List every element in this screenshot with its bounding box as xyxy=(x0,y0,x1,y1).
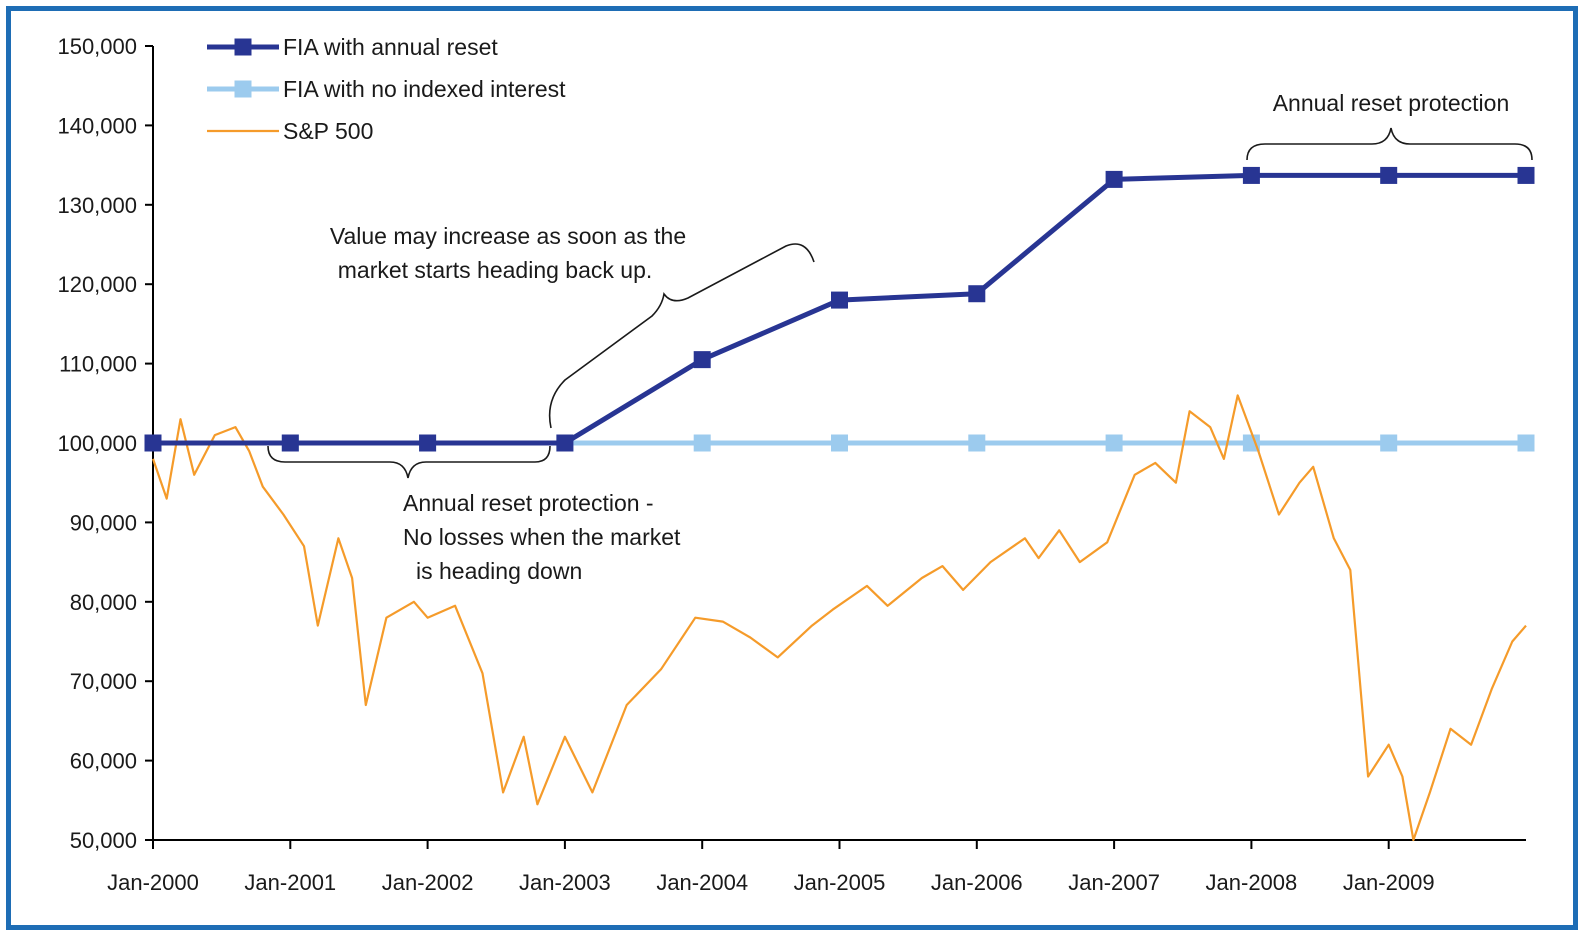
x-tick-label: Jan-2003 xyxy=(519,870,611,895)
legend-label-sp500: S&P 500 xyxy=(283,118,373,144)
fia-annual-reset-marker xyxy=(1105,170,1123,188)
fia-no-indexed-interest-marker xyxy=(831,434,848,452)
legend-label-fia-no-indexed-interest: FIA with no indexed interest xyxy=(283,76,566,102)
annotation-reset-down-line2: No losses when the market xyxy=(403,524,681,550)
annotation-value-increase-line1: Value may increase as soon as the xyxy=(330,223,686,249)
annotation-reset-down-line3: is heading down xyxy=(416,558,582,584)
x-tick-label: Jan-2007 xyxy=(1068,870,1160,895)
legend-marker-fia-annual-reset xyxy=(234,38,252,56)
x-tick-label: Jan-2002 xyxy=(382,870,474,895)
fia-annual-reset-marker xyxy=(968,285,986,303)
fia-annual-reset-line xyxy=(153,172,1526,446)
x-tick-label: Jan-2006 xyxy=(931,870,1023,895)
fia-annual-reset-marker xyxy=(419,434,437,452)
legend-marker-fia-no-indexed-interest xyxy=(234,80,252,98)
y-tick-label: 100,000 xyxy=(57,431,137,456)
annotation-value-increase-line2: market starts heading back up. xyxy=(338,257,653,283)
y-tick-label: 120,000 xyxy=(57,272,137,297)
y-tick-label: 110,000 xyxy=(59,352,137,377)
y-tick-label: 150,000 xyxy=(57,34,137,59)
x-tick-label: Jan-2009 xyxy=(1343,870,1435,895)
legend-label-fia-annual-reset: FIA with annual reset xyxy=(283,34,498,60)
fia-no-indexed-interest-marker xyxy=(1105,434,1123,452)
axes: 150,000 140,000 130,000 120,000 110,000 100,0… xyxy=(57,34,1526,895)
fia-no-indexed-interest-marker xyxy=(693,434,711,452)
x-tick-label: Jan-2001 xyxy=(244,870,336,895)
fia-annual-reset-marker xyxy=(693,351,711,369)
y-tick-label: 80,000 xyxy=(70,590,137,615)
x-tick-label: Jan-2004 xyxy=(656,870,748,895)
brace-rising-segment xyxy=(548,243,815,429)
annotation-layer: Value may increase as soon as the market … xyxy=(267,90,1533,584)
fia-annual-reset-marker xyxy=(281,434,299,452)
y-tick-label: 90,000 xyxy=(70,510,137,535)
y-tick-label: 60,000 xyxy=(70,749,137,774)
sp500-line xyxy=(151,394,1527,842)
y-tick-label: 130,000 xyxy=(57,193,137,218)
fia-annual-reset-marker xyxy=(1242,166,1260,184)
y-tick-label: 70,000 xyxy=(70,669,137,694)
legend: FIA with annual reset FIA with no indexed… xyxy=(207,34,566,144)
fia-annual-reset-marker xyxy=(1517,166,1535,184)
fia-no-indexed-interest-marker xyxy=(1380,434,1398,452)
fia-annual-reset-marker xyxy=(831,291,848,309)
chart-frame xyxy=(6,6,1578,930)
fia-no-indexed-interest-marker xyxy=(1242,434,1260,452)
fia-annual-reset-marker xyxy=(1380,166,1398,184)
brace-flat-segment xyxy=(267,445,551,479)
fia-annual-reset-marker xyxy=(556,434,574,452)
series-layer xyxy=(144,166,1535,842)
brace-top-reset xyxy=(1246,127,1533,161)
annotation-reset-top: Annual reset protection xyxy=(1273,90,1510,116)
fia-annual-reset-marker xyxy=(144,434,162,452)
y-tick-label: 50,000 xyxy=(70,828,137,853)
x-tick-label: Jan-2008 xyxy=(1206,870,1298,895)
y-tick-label: 140,000 xyxy=(57,113,137,138)
x-tick-label: Jan-2000 xyxy=(107,870,199,895)
fia-no-indexed-interest-marker xyxy=(968,434,986,452)
annotation-reset-down-line1: Annual reset protection - xyxy=(403,490,654,516)
fia-no-indexed-interest-marker xyxy=(1517,434,1535,452)
x-tick-label: Jan-2005 xyxy=(794,870,886,895)
